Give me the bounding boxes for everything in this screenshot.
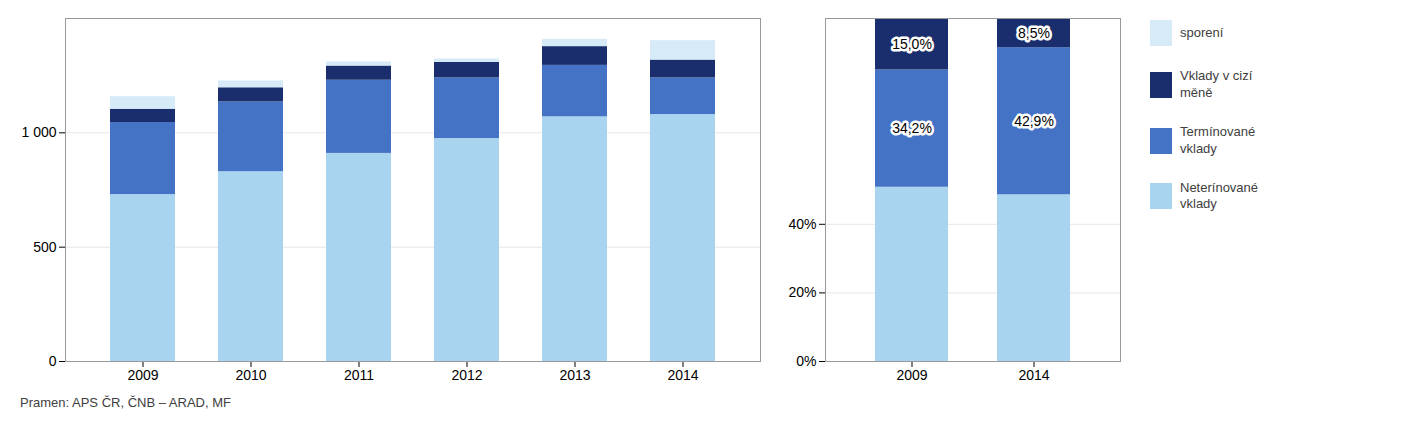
- svg-text:2009: 2009: [896, 367, 927, 383]
- html-text:Termínované vklady: Termínované vklady: [1180, 123, 1256, 156]
- svg-text:42,9%: 42,9%: [1014, 113, 1054, 129]
- html-text:Neterínované vklady: Neterínované vklady: [1180, 179, 1259, 212]
- html-text:Vklady v cizí měně: Vklady v cizí měně: [1180, 68, 1253, 100]
- svg-text:2014: 2014: [667, 367, 698, 383]
- svg-text:1 000: 1 000: [21, 124, 56, 140]
- svg-text:2012: 2012: [451, 367, 482, 383]
- html-text:Pramen: APS ČR, ČNB – ARAD, MF: Pramen: APS ČR, ČNB – ARAD, MF: [20, 395, 231, 410]
- svg-text:8,5%: 8,5%: [1018, 25, 1050, 41]
- svg-text:2009: 2009: [127, 367, 158, 383]
- svg-text:0%: 0%: [796, 353, 816, 369]
- svg-text:40%: 40%: [788, 216, 816, 232]
- html-text:sporení: sporení: [1180, 24, 1224, 40]
- svg-text:0: 0: [49, 353, 57, 369]
- svg-text:2014: 2014: [1018, 367, 1049, 383]
- svg-text:2011: 2011: [344, 367, 374, 383]
- svg-text:34,2%: 34,2%: [892, 120, 932, 136]
- svg-text:20%: 20%: [788, 284, 816, 300]
- svg-text:15,0%: 15,0%: [892, 36, 932, 52]
- svg-text:2010: 2010: [235, 367, 266, 383]
- svg-text:500: 500: [33, 239, 57, 255]
- svg-text:2013: 2013: [559, 367, 590, 383]
